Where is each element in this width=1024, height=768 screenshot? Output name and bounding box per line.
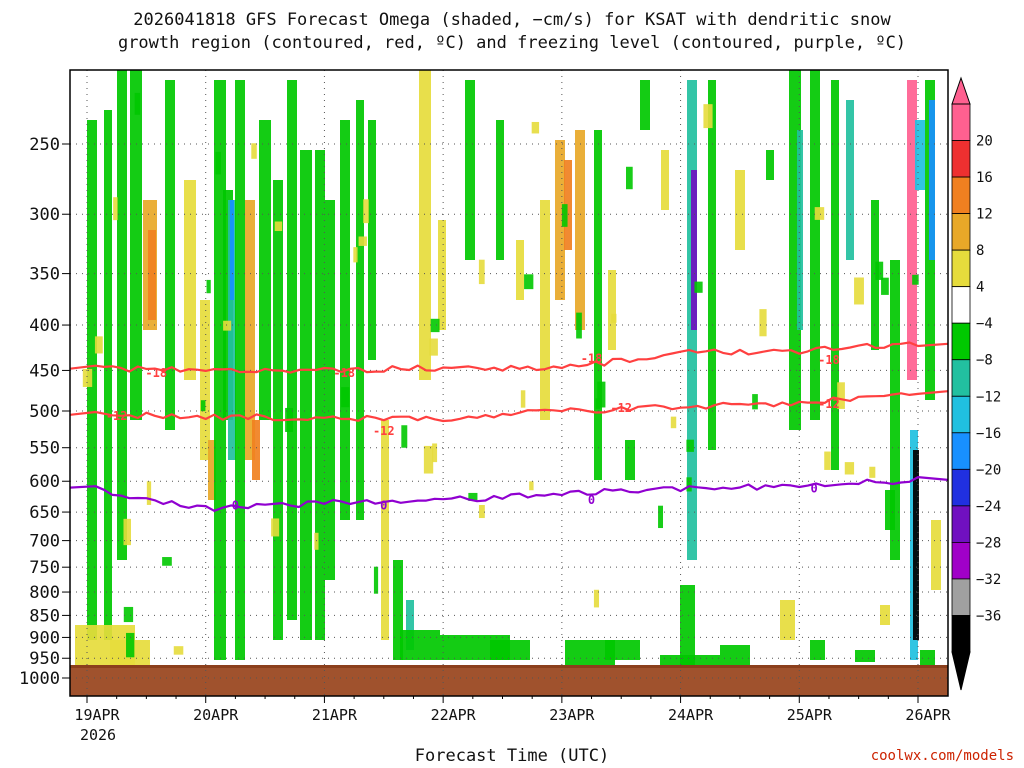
chart-title-line-1: 2026041818 GFS Forecast Omega (shaded, −… [133, 10, 891, 30]
contour-label: -18 [145, 366, 167, 380]
y-tick-label-750: 750 [29, 558, 60, 578]
omega-shading [75, 70, 941, 670]
contour-label: 0 [811, 482, 818, 496]
colorbar-label: 4 [976, 280, 984, 296]
y-tick-label-800: 800 [29, 583, 60, 603]
y-tick-label-600: 600 [29, 472, 60, 492]
colorbar-swatch [951, 322, 971, 361]
x-tick-label-19apr: 19APR [74, 706, 120, 724]
contour-label: -12 [818, 397, 840, 411]
y-tick-label-250: 250 [29, 135, 60, 155]
colorbar-label: −24 [976, 499, 1001, 515]
colorbar-label: −4 [976, 316, 993, 332]
colorbar-label: 20 [976, 134, 993, 150]
y-tick-label-500: 500 [29, 402, 60, 422]
colorbar-swatch [951, 249, 971, 288]
contour-labels: -18 -18 -18 -18 -12 -12 -12 -12 0 0 0 0 [106, 351, 840, 512]
y-tick-label-400: 400 [29, 316, 60, 336]
contour-label: 0 [588, 493, 595, 507]
contour-label: -12 [373, 424, 395, 438]
colorbar-swatch [951, 578, 971, 616]
x-axis-label: Forecast Time (UTC) [414, 746, 610, 766]
plot-frame [69, 69, 949, 697]
colorbar-swatch [951, 359, 971, 397]
colorbar-label: −20 [976, 462, 1001, 478]
colorbar-label: 8 [976, 243, 984, 259]
temperature-contours [70, 341, 948, 512]
colorbar-swatch [951, 615, 971, 653]
colorbar-label: 12 [976, 207, 993, 223]
contour-line [70, 341, 948, 374]
contour-line [70, 390, 948, 423]
y-tick-label-300: 300 [29, 205, 60, 225]
colorbar-swatch [951, 286, 971, 324]
y-tick-label-550: 550 [29, 439, 60, 459]
y-tick-label-900: 900 [29, 628, 60, 648]
colorbar-swatch [951, 213, 971, 251]
colorbar-label: −32 [976, 572, 1001, 588]
colorbar-label: −12 [976, 389, 1001, 405]
colorbar-swatch [951, 176, 971, 214]
colorbar-top-arrow [951, 76, 971, 105]
colorbar-swatch [951, 505, 971, 543]
y-tick-label-1000: 1000 [19, 669, 60, 689]
colorbar-swatch [951, 140, 971, 178]
colorbar-label: −8 [976, 353, 993, 369]
y-tick-label-350: 350 [29, 265, 60, 285]
grid-lines [70, 70, 948, 696]
y-tick-label-450: 450 [29, 361, 60, 381]
colorbar-legend: 20 16 12 8 4 −4 −8 −12 −16 −20 −24 −28 −32 −36 [951, 76, 1001, 691]
x-tick-label-22apr: 22APR [431, 706, 477, 724]
x-tick-label-26apr: 26APR [905, 706, 951, 724]
ground-surface [70, 665, 948, 696]
x-axis: 19APR 20APR 21APR 22APR 23APR 24APR 25APR 26APR… [74, 696, 952, 744]
colorbar-bottom-arrow [951, 651, 971, 691]
colorbar-swatch [951, 468, 971, 507]
x-tick-label-24apr: 24APR [668, 706, 714, 724]
contour-label: -18 [333, 366, 355, 380]
colorbar-swatch [951, 432, 971, 470]
credit-text: coolwx.com/models [870, 748, 1014, 764]
colorbar-swatch [951, 103, 971, 141]
y-tick-label-700: 700 [29, 532, 60, 552]
colorbar-swatch [951, 542, 971, 580]
contour-label: -18 [818, 353, 840, 367]
contour-label: 0 [232, 498, 239, 512]
contour-line [70, 476, 948, 512]
colorbar-label: −16 [976, 426, 1001, 442]
contour-label: -12 [610, 401, 632, 415]
y-tick-label-950: 950 [29, 649, 60, 669]
colorbar-label: −36 [976, 609, 1001, 625]
chart-title-line-2: growth region (contoured, red, ºC) and f… [117, 33, 907, 53]
x-tick-label-20apr: 20APR [193, 706, 239, 724]
contour-label: -12 [106, 409, 128, 423]
x-year-label: 2026 [80, 726, 116, 744]
contour-label: 0 [380, 498, 387, 512]
colorbar-swatch [951, 395, 971, 434]
y-tick-label-850: 850 [29, 606, 60, 626]
y-tick-label-650: 650 [29, 503, 60, 523]
colorbar-label: −28 [976, 535, 1001, 551]
contour-label: -18 [581, 351, 603, 365]
x-tick-label-21apr: 21APR [312, 706, 358, 724]
x-tick-label-23apr: 23APR [549, 706, 595, 724]
y-axis: 2503003504004505005506006507007508008509… [19, 135, 70, 689]
colorbar-label: 16 [976, 170, 993, 186]
x-tick-label-25apr: 25APR [787, 706, 833, 724]
